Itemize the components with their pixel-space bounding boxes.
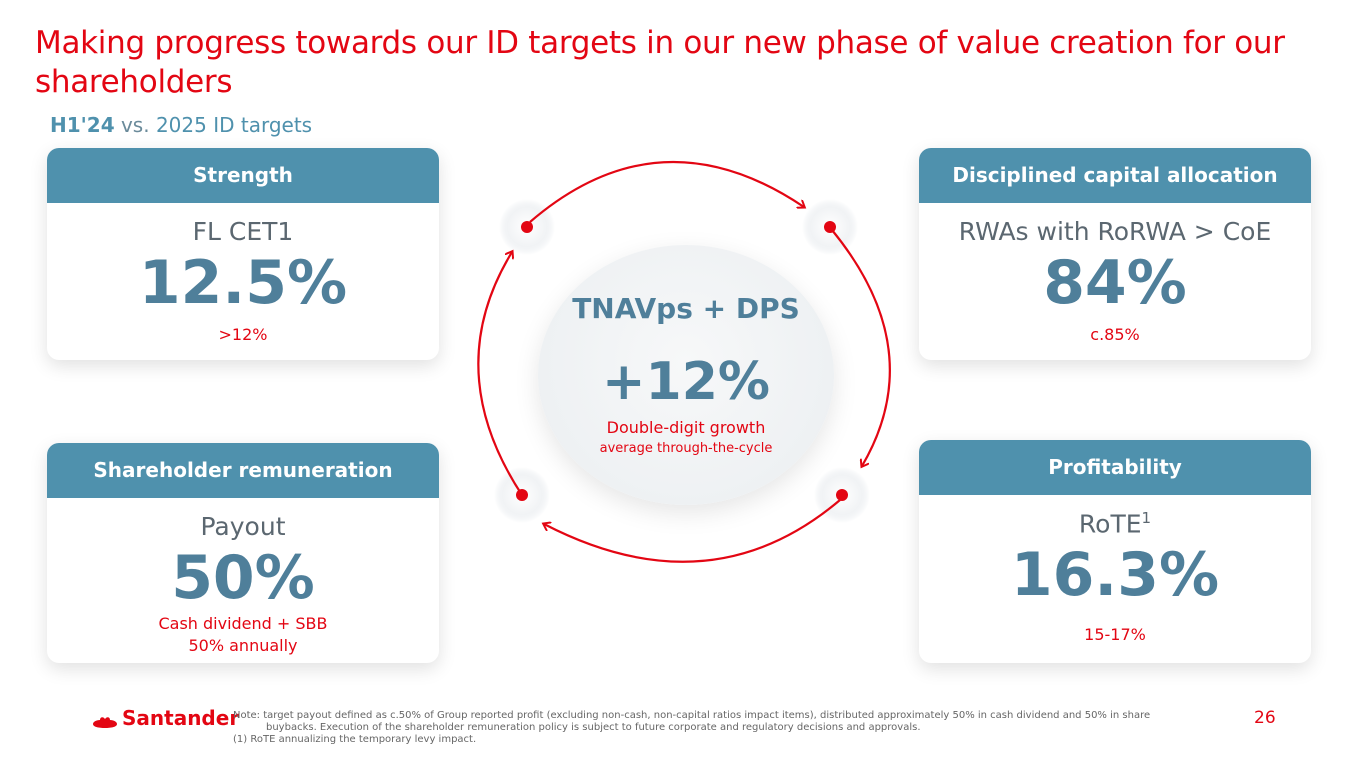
cycle-node-dot <box>516 489 528 501</box>
capital-target: c.85% <box>1090 325 1140 344</box>
strength-card: Strength FL CET1 12.5% >12% <box>47 148 439 360</box>
remuneration-value: 50% <box>171 543 315 613</box>
strength-target: >12% <box>218 325 268 344</box>
profitability-card-header: Profitability <box>919 440 1311 495</box>
capital-allocation-card: Disciplined capital allocation RWAs with… <box>919 148 1311 360</box>
santander-flame-icon <box>93 709 117 728</box>
profitability-metric-label: RoTE1 <box>919 509 1311 538</box>
strength-value: 12.5% <box>138 248 348 318</box>
capital-value: 84% <box>1043 248 1187 318</box>
capital-card-header: Disciplined capital allocation <box>919 148 1311 203</box>
page-title: Making progress towards our ID targets i… <box>35 25 1285 100</box>
page-number: 26 <box>1254 708 1276 728</box>
center-label: TNAVps + DPS <box>572 292 800 325</box>
page-subtitle: H1'24 vs. 2025 ID targets <box>50 113 312 137</box>
cycle-arrow-right <box>831 229 891 466</box>
santander-logo: Santander <box>93 706 239 730</box>
center-value: +12% <box>601 352 771 412</box>
profitability-metric-text: RoTE <box>1078 509 1142 539</box>
profitability-target: 15-17% <box>1084 625 1146 645</box>
strength-card-header: Strength <box>47 148 439 203</box>
subtitle-targets: 2025 ID targets <box>155 113 313 137</box>
remuneration-target-line2: 50% annually <box>188 636 298 655</box>
profitability-card: Profitability RoTE1 16.3% 15-17% <box>919 440 1311 663</box>
cycle-node-dot <box>824 221 836 233</box>
cycle-arrows-diagram <box>477 160 891 563</box>
center-note-line2: average through-the-cycle <box>599 441 773 456</box>
remuneration-target-line1: Cash dividend + SBB <box>158 614 328 633</box>
shareholder-remuneration-card: Shareholder remuneration Payout 50% Cash… <box>47 443 439 663</box>
cycle-arrow-top <box>529 160 804 223</box>
cycle-node-dot <box>521 221 533 233</box>
footnote-line3: (1) RoTE annualizing the temporary levy … <box>233 734 477 745</box>
brand-name: Santander <box>122 706 240 730</box>
capital-metric-label: RWAs with RoRWA > CoE <box>958 217 1272 246</box>
footnote: Note: target payout defined as c.50% of … <box>233 710 1245 746</box>
strength-metric-label: FL CET1 <box>192 217 294 246</box>
subtitle-vs: vs. <box>120 113 150 137</box>
cycle-arrow-left <box>477 252 523 496</box>
center-circle <box>538 245 834 505</box>
footnote-line1: Note: target payout defined as c.50% of … <box>233 710 1151 721</box>
center-note-line1: Double-digit growth <box>606 418 766 437</box>
footnote-ref: 1 <box>1141 509 1152 527</box>
profitability-value: 16.3% <box>1010 540 1220 611</box>
footnote-line2: buybacks. Execution of the shareholder r… <box>266 722 921 733</box>
remuneration-metric-label: Payout <box>200 512 286 541</box>
remuneration-card-header: Shareholder remuneration <box>47 443 439 498</box>
cycle-arrow-bottom <box>544 499 841 563</box>
cycle-node-dot <box>836 489 848 501</box>
subtitle-period: H1'24 <box>50 113 115 137</box>
